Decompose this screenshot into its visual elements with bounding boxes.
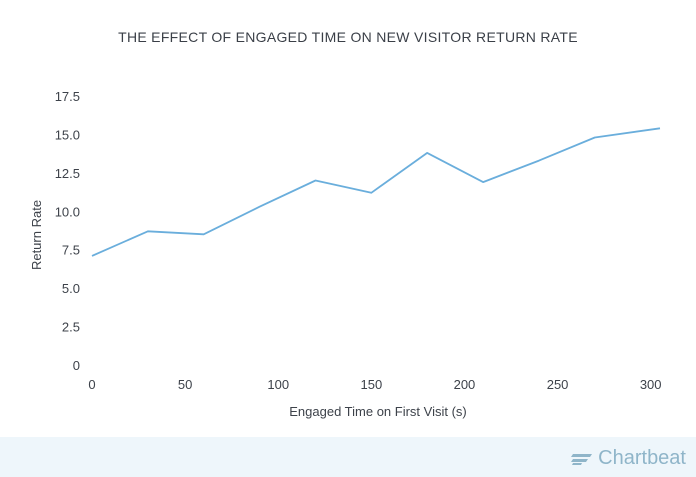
y-axis-label: Return Rate <box>29 200 44 270</box>
y-axis-ticks: 0 2.5 5.0 7.5 10.0 12.5 15.0 17.5 <box>55 89 80 373</box>
y-tick-label: 15.0 <box>55 127 80 142</box>
y-tick-label: 17.5 <box>55 89 80 104</box>
y-tick-label: 10.0 <box>55 204 80 219</box>
series-line <box>91 127 661 257</box>
series-layer <box>91 127 661 257</box>
y-tick-label: 2.5 <box>62 320 80 335</box>
x-tick-label: 200 <box>454 377 476 392</box>
x-tick-label: 100 <box>267 377 289 392</box>
x-tick-label: 300 <box>640 377 662 392</box>
brand-name: Chartbeat <box>598 447 686 469</box>
y-tick-label: 7.5 <box>62 243 80 258</box>
x-tick-label: 50 <box>178 377 192 392</box>
y-tick-label: 12.5 <box>55 166 80 181</box>
y-tick-label: 5.0 <box>62 281 80 296</box>
x-tick-label: 150 <box>360 377 382 392</box>
x-tick-label: 250 <box>547 377 569 392</box>
chart-title: THE EFFECT OF ENGAGED TIME ON NEW VISITO… <box>118 29 578 45</box>
x-tick-label: 0 <box>88 377 95 392</box>
x-axis-label: Engaged Time on First Visit (s) <box>289 404 467 419</box>
footer-band <box>0 437 696 477</box>
chart: THE EFFECT OF ENGAGED TIME ON NEW VISITO… <box>29 29 662 419</box>
chartbeat-logo-icon <box>571 453 593 465</box>
x-axis-ticks: 0 50 100 150 200 250 300 <box>88 377 661 392</box>
y-tick-label: 0 <box>73 358 80 373</box>
brand-logo: Chartbeat <box>570 447 686 470</box>
